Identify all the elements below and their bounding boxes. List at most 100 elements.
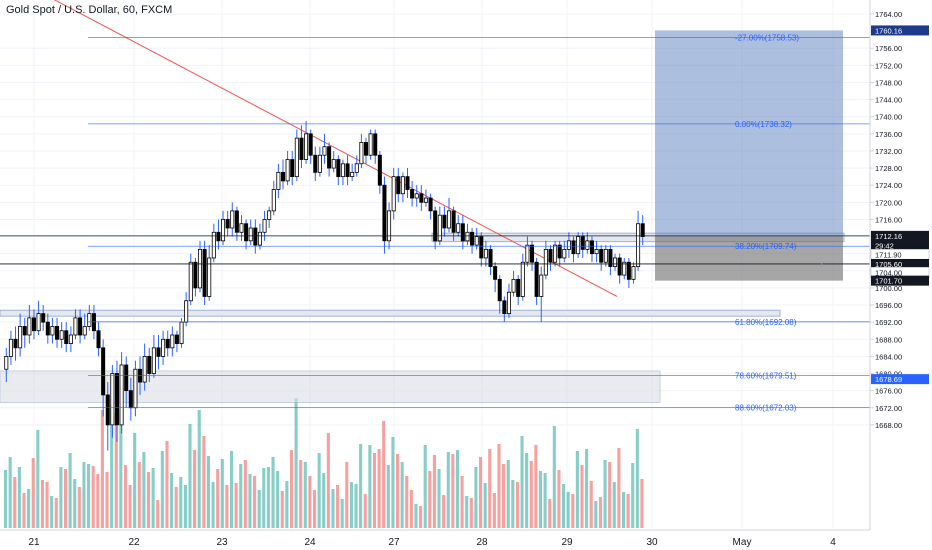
volume-bar (405, 476, 409, 528)
volume-bar (54, 498, 58, 528)
volume-bar (635, 429, 639, 528)
volume-bar (312, 490, 317, 528)
candle-body (465, 231, 470, 242)
volume-bar (575, 451, 579, 528)
volume-bar (285, 481, 289, 528)
volume-bar (91, 466, 95, 528)
price-badge-label: 1704.00 (875, 269, 902, 278)
volume-bar (68, 453, 72, 528)
volume-bar (589, 481, 593, 528)
price-axis[interactable]: 1668.00 1672.00 1676.00 1680.00 1684.00 1688.… (869, 0, 930, 530)
volume-bar (211, 482, 215, 528)
volume-bar (557, 470, 561, 528)
candle-body (396, 176, 401, 195)
volume-bar (506, 460, 510, 528)
volume-bar (621, 492, 626, 528)
candle-body (8, 338, 13, 357)
candle-body (617, 257, 622, 276)
candle-body (410, 189, 415, 199)
candle-body (110, 373, 115, 426)
volume-bar (271, 457, 275, 528)
price-badge-label: 1711.90 (875, 251, 902, 260)
candle-body (165, 338, 170, 349)
candle-body (18, 326, 23, 349)
volume-bar (520, 436, 524, 528)
candle-body (193, 261, 198, 289)
candle-body (253, 227, 258, 246)
candle-body (599, 248, 604, 263)
volume-bar (193, 450, 197, 528)
candle-body (4, 355, 9, 370)
candle-body (502, 300, 507, 315)
candle-body (446, 210, 452, 229)
price-tick-label: 1764.00 (875, 10, 902, 19)
candle-body (391, 176, 396, 212)
price-tick-label: 1744.00 (875, 96, 902, 105)
candle-body (78, 317, 83, 336)
candle-body (313, 154, 318, 173)
volume-bar (170, 473, 174, 528)
volume-bar (100, 410, 104, 528)
price-badge-label: 1701.70 (875, 277, 902, 286)
volume-bar (142, 452, 146, 528)
candle-body (73, 317, 78, 336)
candle-body (613, 257, 618, 267)
volume-bar (488, 449, 492, 528)
symbol-title: Gold Spot / U.S. Dollar, 60, FXCM (6, 4, 173, 16)
candle-body (142, 355, 147, 383)
price-badge (871, 230, 929, 241)
volume-bar (626, 494, 630, 528)
candle-body (442, 214, 447, 229)
candle-body (207, 257, 212, 297)
price-tick-label: 1740.00 (875, 113, 902, 122)
candle-body (244, 223, 249, 242)
candle-body (336, 159, 341, 178)
time-axis[interactable]: 21 22 23 24 27 28 29 30 May 4 (0, 529, 870, 548)
volume-bars (4, 398, 644, 528)
volume-bar (552, 426, 556, 528)
volume-bar (206, 456, 211, 528)
candle-body (419, 193, 424, 203)
candle-body (456, 223, 461, 233)
candle-body (133, 368, 138, 409)
volume-bar (133, 433, 137, 528)
price-badge-label: 1760.16 (875, 26, 902, 35)
volume-bar (45, 482, 49, 528)
time-tick-label: 28 (476, 537, 488, 548)
volume-bar (197, 410, 201, 528)
volume-bar (110, 405, 114, 528)
volume-bar (243, 460, 247, 528)
candle-body (225, 219, 230, 229)
candle-body (285, 159, 290, 182)
candle-body (202, 248, 207, 297)
candle-body (294, 137, 299, 178)
volume-bar (432, 455, 436, 528)
price-tick-label: 1748.00 (875, 78, 902, 87)
candle-body (608, 248, 613, 267)
candle-body (373, 133, 378, 156)
volume-bar (17, 467, 21, 528)
candle-body (119, 364, 124, 426)
candle-body (317, 154, 322, 173)
fib-levels[interactable]: -27.00%(1758.53) 0.00%(1738.32) 38.20%(170… (88, 33, 870, 413)
candle-body (497, 278, 502, 302)
candle-body (345, 163, 350, 178)
volume-bar (400, 462, 404, 528)
trendline-layer[interactable] (0, 0, 618, 297)
volume-bar (631, 463, 635, 528)
candle-body (562, 248, 567, 259)
candle-body (45, 321, 50, 336)
candle-body (589, 240, 594, 255)
price-tick-label: 1668.00 (875, 421, 902, 430)
candle-body (414, 193, 419, 199)
candle-body (423, 197, 428, 203)
candle-body (327, 146, 332, 169)
volume-bar (497, 444, 501, 528)
price-tick-label: 1724.00 (875, 181, 902, 190)
volume-bar (585, 449, 589, 528)
candle-body (437, 214, 442, 242)
volume-bar (617, 448, 621, 528)
volume-bar (234, 483, 238, 528)
volume-bar (354, 484, 358, 528)
